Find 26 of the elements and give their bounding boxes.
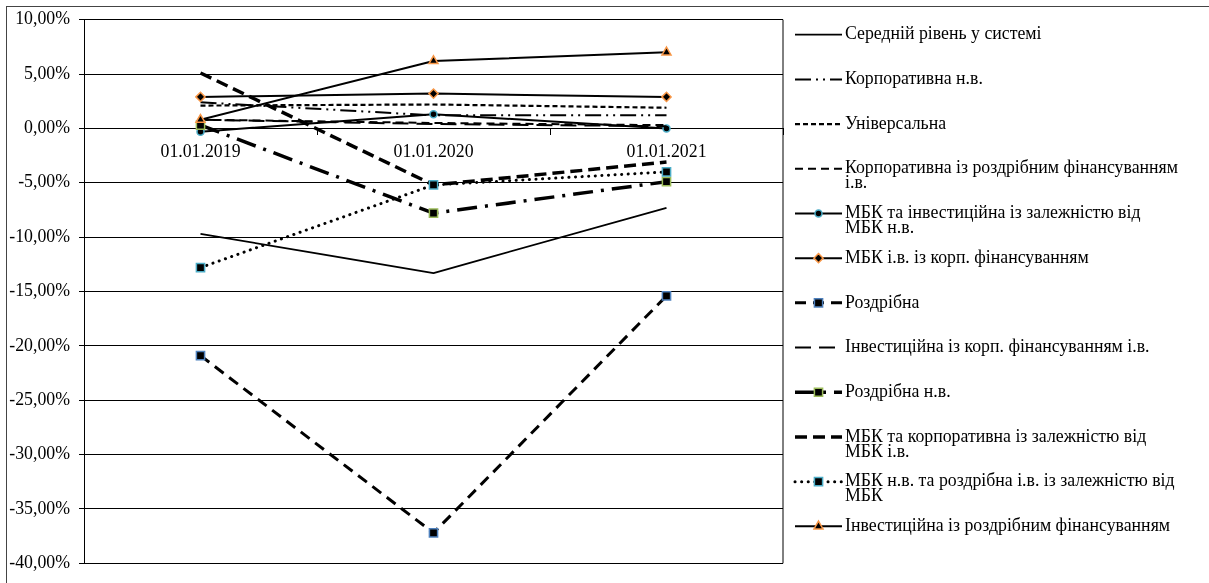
legend-label: Універсальна [845,112,947,133]
y-tick-label: -20,00% [9,334,71,355]
y-tick-label: -25,00% [9,388,71,409]
legend-label: Роздрібна [845,291,920,312]
y-tick-label: 10,00% [15,8,71,29]
y-tick-label: -5,00% [18,171,71,192]
x-tick-label: 01.01.2020 [393,140,474,161]
legend-label: МБК н.в. та роздрібна і.в. із залежністю від МБК [845,470,1175,506]
legend-label: Корпоративна із роздрібним фінансуванням і.в. [845,157,1179,193]
x-tick-label: 01.01.2021 [626,140,707,161]
legend-label: Інвестиційна із роздрібним фінансуванням [845,514,1171,535]
legend-label: МБК та корпоративна із залежністю від МБК і.в. [845,425,1147,461]
legend-label: МБК і.в. із корп. фінансуванням [845,246,1089,267]
legend-label: МБК та інвестиційна із залежністю від МБК н.в. [845,202,1141,238]
legend-label: Середній рівень у системі [845,23,1042,44]
y-tick-label: -30,00% [9,443,71,464]
legend-label: Корпоративна н.в. [845,68,983,89]
y-tick-label: -15,00% [9,280,71,301]
x-tick-label: 01.01.2019 [160,140,241,161]
y-tick-label: -35,00% [9,497,71,518]
legend-label: Роздрібна н.в. [845,380,951,401]
legend-label: Інвестиційна із корп. фінансуванням і.в. [845,336,1150,357]
y-tick-label: 0,00% [24,117,71,138]
y-tick-label: -10,00% [9,225,71,246]
y-tick-label: 5,00% [24,62,71,83]
y-tick-label: -40,00% [9,551,71,572]
